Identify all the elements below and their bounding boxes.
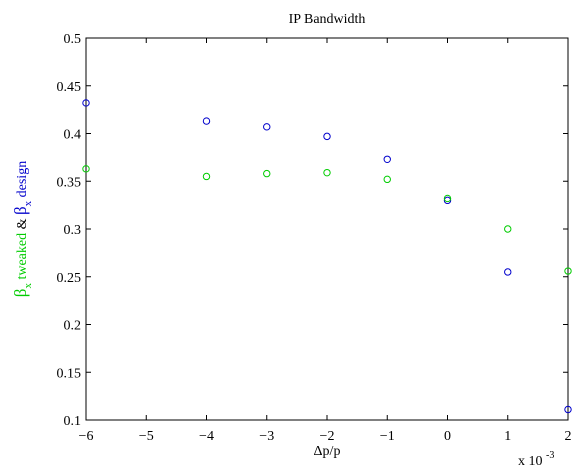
x-tick-label: −5 (139, 429, 154, 444)
data-point-series-0 (383, 155, 391, 163)
x-tick-label: 0 (444, 429, 451, 444)
x-tick-label: −1 (380, 429, 395, 444)
data-point-series-0 (82, 99, 90, 107)
y-tick-label: 0.45 (57, 80, 82, 95)
data-point-series-0 (202, 117, 211, 125)
y-label-part: x (22, 283, 34, 289)
data-point-series-1 (82, 165, 90, 173)
data-point-series-1 (443, 194, 452, 203)
x-tick-label: −2 (320, 429, 335, 444)
data-point-series-0 (443, 196, 452, 205)
x-tick-label: 2 (565, 429, 572, 444)
y-label-part: β (11, 206, 30, 215)
data-point-series-0 (263, 123, 271, 131)
y-tick-label: 0.15 (57, 366, 82, 381)
y-tick-label: 0.4 (64, 128, 82, 143)
data-point-series-1 (202, 172, 211, 181)
y-label-part: tweaked (15, 233, 30, 283)
y-label-part: & (15, 215, 30, 233)
x-tick-label: −6 (79, 429, 94, 444)
x-tick-label: 1 (504, 429, 511, 444)
data-point-series-0 (504, 268, 512, 276)
y-tick-label: 0.25 (57, 271, 82, 286)
y-tick-label: 0.35 (57, 175, 82, 190)
y-tick-label: 0.1 (64, 414, 82, 429)
x-axis-multiplier-exponent: -3 (546, 450, 554, 461)
y-tick-label: 0.5 (64, 32, 82, 47)
y-tick-label: 0.2 (64, 319, 82, 334)
data-point-series-0 (323, 132, 331, 141)
data-points (82, 99, 572, 414)
y-label-part: x (22, 200, 34, 206)
chart-title: IP Bandwidth (289, 12, 366, 27)
data-point-series-1 (323, 168, 331, 177)
x-axis-multiplier: x 10 -3 (518, 450, 554, 469)
y-axis-label: βx tweaked & βx design (11, 161, 34, 297)
x-axis-multiplier-base: x 10 (518, 454, 543, 469)
data-point-series-0 (564, 405, 572, 414)
x-tick-label: −3 (259, 429, 274, 444)
data-point-series-1 (383, 175, 391, 184)
y-label-part: design (15, 161, 30, 201)
data-point-series-1 (263, 169, 271, 178)
data-point-series-1 (504, 225, 512, 233)
y-tick-label: 0.3 (64, 223, 82, 238)
y-label-part: β (11, 289, 30, 298)
plot-area (85, 37, 569, 421)
data-point-series-1 (564, 267, 572, 275)
x-axis-label: Δp/p (314, 444, 341, 459)
x-tick-label: −4 (199, 429, 214, 444)
axis-ticks: −6 −5 −4 −3 −2 −1 0 1 2 0.1 0.15 0.2 0.25 0.3 0.35 0.4 0… (57, 32, 572, 444)
